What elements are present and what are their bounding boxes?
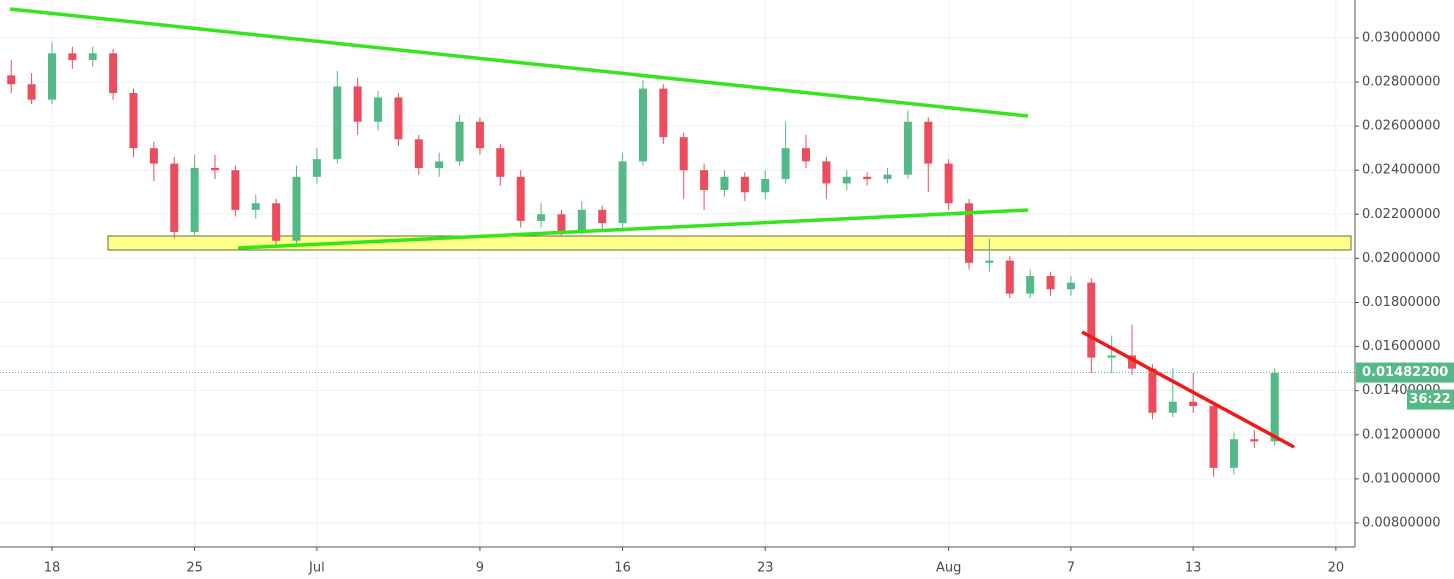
y-tick-label: 0.02600000 bbox=[1362, 119, 1441, 134]
y-tick-label: 0.02400000 bbox=[1362, 163, 1441, 178]
y-tick-label: 0.01200000 bbox=[1362, 427, 1441, 442]
candle-body bbox=[557, 214, 566, 232]
candle-body bbox=[761, 179, 770, 193]
y-tick-label: 0.02800000 bbox=[1362, 75, 1441, 90]
candle-body bbox=[231, 170, 240, 210]
candle-body bbox=[1209, 406, 1218, 468]
y-tick-label: 0.03000000 bbox=[1362, 30, 1441, 45]
candle-body bbox=[1005, 260, 1014, 294]
candle-body bbox=[149, 148, 158, 164]
candle-body bbox=[312, 159, 321, 177]
y-tick-label: 0.01600000 bbox=[1362, 339, 1441, 354]
y-tick-label: 0.00800000 bbox=[1362, 515, 1441, 530]
x-tick-label: 9 bbox=[476, 561, 484, 576]
last-price-label: 0.01482200 bbox=[1362, 365, 1448, 380]
candle-body bbox=[720, 176, 729, 191]
candle-body bbox=[394, 97, 403, 140]
candle-body bbox=[190, 168, 199, 232]
candle-body bbox=[965, 203, 974, 263]
candle-body bbox=[47, 53, 56, 100]
candle-body bbox=[659, 88, 668, 138]
candle-body bbox=[822, 161, 831, 184]
resistance-trendline bbox=[9, 7, 1029, 118]
countdown-label: 36:22 bbox=[1409, 392, 1450, 407]
candle-body bbox=[740, 176, 749, 193]
candle-body bbox=[801, 148, 810, 162]
candle-body bbox=[170, 163, 179, 232]
candle-body bbox=[618, 161, 627, 224]
countdown-badge bbox=[1407, 389, 1454, 410]
candle-body bbox=[1066, 282, 1075, 290]
candle-body bbox=[129, 93, 138, 149]
candle-body bbox=[333, 86, 342, 160]
candle-body bbox=[638, 88, 647, 162]
candle-body bbox=[27, 84, 36, 100]
candle-body bbox=[1168, 401, 1177, 413]
candle-body bbox=[537, 214, 546, 221]
candle-body bbox=[1128, 355, 1137, 369]
y-tick-label: 0.01800000 bbox=[1362, 295, 1441, 310]
candle-body bbox=[435, 161, 444, 169]
candle-body bbox=[1148, 368, 1157, 413]
candle-body bbox=[781, 148, 790, 180]
candle-body bbox=[88, 53, 97, 60]
candle-body bbox=[598, 209, 607, 224]
x-tick-label: 20 bbox=[1328, 561, 1345, 576]
candle-body bbox=[7, 75, 16, 85]
candle-body bbox=[414, 139, 423, 169]
x-tick-label: 13 bbox=[1185, 561, 1202, 576]
candle-body bbox=[985, 260, 994, 263]
y-tick-label: 0.03200000 bbox=[1362, 0, 1441, 1]
candle-body bbox=[1229, 439, 1238, 468]
candle-body bbox=[251, 203, 260, 210]
candle-body bbox=[353, 86, 362, 122]
x-tick-label: 25 bbox=[186, 561, 203, 576]
candle-body bbox=[1107, 355, 1116, 358]
candle-body bbox=[863, 176, 872, 180]
candle-body bbox=[210, 168, 219, 171]
downtrend-line bbox=[1081, 330, 1295, 449]
candle-body bbox=[883, 174, 892, 180]
candle-body bbox=[924, 121, 933, 164]
candle-body bbox=[68, 53, 77, 60]
candle-body bbox=[1250, 439, 1259, 442]
last-price-badge bbox=[1356, 362, 1454, 383]
candle-body bbox=[577, 209, 586, 232]
y-tick-label: 0.02200000 bbox=[1362, 207, 1441, 222]
candle-body bbox=[1026, 276, 1035, 294]
candle-body bbox=[944, 163, 953, 204]
candle-body bbox=[272, 203, 281, 241]
candle-body bbox=[1189, 401, 1198, 407]
candle-body bbox=[516, 176, 525, 221]
x-tick-label: Jul bbox=[308, 561, 325, 576]
candle-body bbox=[109, 53, 118, 94]
x-tick-label: Aug bbox=[936, 561, 961, 576]
support-trendline bbox=[237, 208, 1029, 250]
x-tick-label: 18 bbox=[44, 561, 61, 576]
candle-body bbox=[1087, 282, 1096, 358]
candle-body bbox=[700, 170, 709, 191]
candle-body bbox=[496, 148, 505, 177]
x-tick-label: 16 bbox=[614, 561, 631, 576]
y-tick-label: 0.02000000 bbox=[1362, 251, 1441, 266]
candle-body bbox=[455, 121, 464, 162]
candle-body bbox=[292, 176, 301, 241]
grid bbox=[0, 0, 1355, 547]
candle-body bbox=[1046, 276, 1055, 290]
x-tick-label: 7 bbox=[1067, 561, 1075, 576]
x-tick-label: 23 bbox=[757, 561, 774, 576]
candle-body bbox=[475, 121, 484, 149]
candle-body bbox=[903, 121, 912, 175]
candle-body bbox=[374, 97, 383, 122]
candle-body bbox=[1270, 373, 1279, 442]
y-tick-label: 0.01000000 bbox=[1362, 471, 1441, 486]
candle-body bbox=[679, 137, 688, 171]
candle-body bbox=[842, 176, 851, 184]
candles bbox=[7, 42, 1279, 477]
